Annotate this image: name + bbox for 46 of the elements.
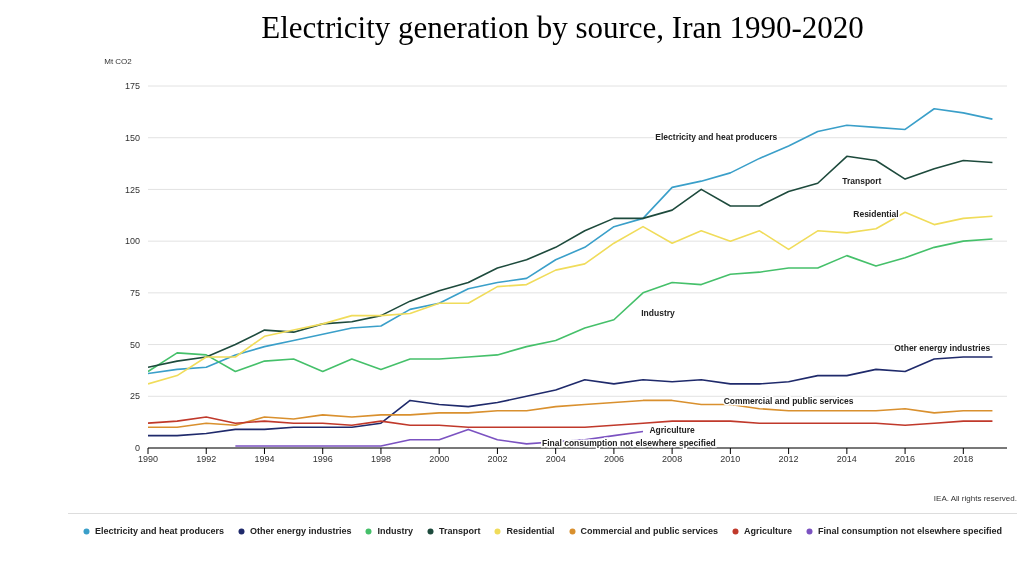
x-tick-label: 2012 [778,454,799,465]
x-tick-label: 2004 [545,454,566,465]
text: Other energy industries [894,343,991,354]
legend-label: Transport [437,526,481,536]
y-tick-label: 75 [129,288,140,299]
y-axis-title: Mt CO2 [104,57,133,66]
text: IEA. All rights reserved. [932,494,1017,503]
x-tick-label: 1994 [254,454,275,465]
x-tick-label: 1990 [137,454,159,465]
text: Industry [641,308,675,319]
y-tick-label: 50 [129,339,140,350]
text: Electricity and heat producers [655,132,778,143]
y-tick-label: 0 [134,443,140,454]
legend-label: Electricity and heat producers [93,526,224,536]
y-tick-label: 25 [129,391,140,402]
x-tick-label: 2000 [429,454,450,465]
legend-label: Commercial and public services [579,526,719,536]
y-tick-label: 125 [124,184,140,195]
x-tick-label: 2018 [953,454,974,465]
y-tick-label: 150 [124,132,140,143]
legend-label: Residential [505,526,555,536]
y-tick-label: 175 [124,81,140,92]
x-tick-label: 2002 [487,454,508,465]
x-tick-label: 2014 [836,454,857,465]
x-tick-label: 1996 [312,454,333,465]
text: Commercial and public services [723,396,854,407]
x-tick-label: 2016 [895,454,916,465]
legend-label: Agriculture [743,526,793,536]
x-tick-label: 2006 [603,454,624,465]
line-series [148,356,994,437]
x-tick-label: 2008 [662,454,683,465]
x-tick-label: 1992 [196,454,217,465]
line-series [148,107,994,375]
text: Residential [853,208,899,219]
legend-label: Other energy industries [248,526,352,536]
x-tick-label: 1998 [370,454,391,465]
text: Transport [842,175,882,186]
legend-label: Final consumption not elsewhere specified [817,526,1003,536]
line-series [148,155,994,369]
text: Agriculture [649,425,695,436]
legend-label: Industry [376,526,413,536]
x-tick-label: 2010 [720,454,741,465]
y-tick-label: 100 [124,236,140,247]
chart-title: Electricity generation by source, Iran 1990-2020 [260,9,865,47]
line-series [148,238,994,373]
line-series [148,211,994,385]
